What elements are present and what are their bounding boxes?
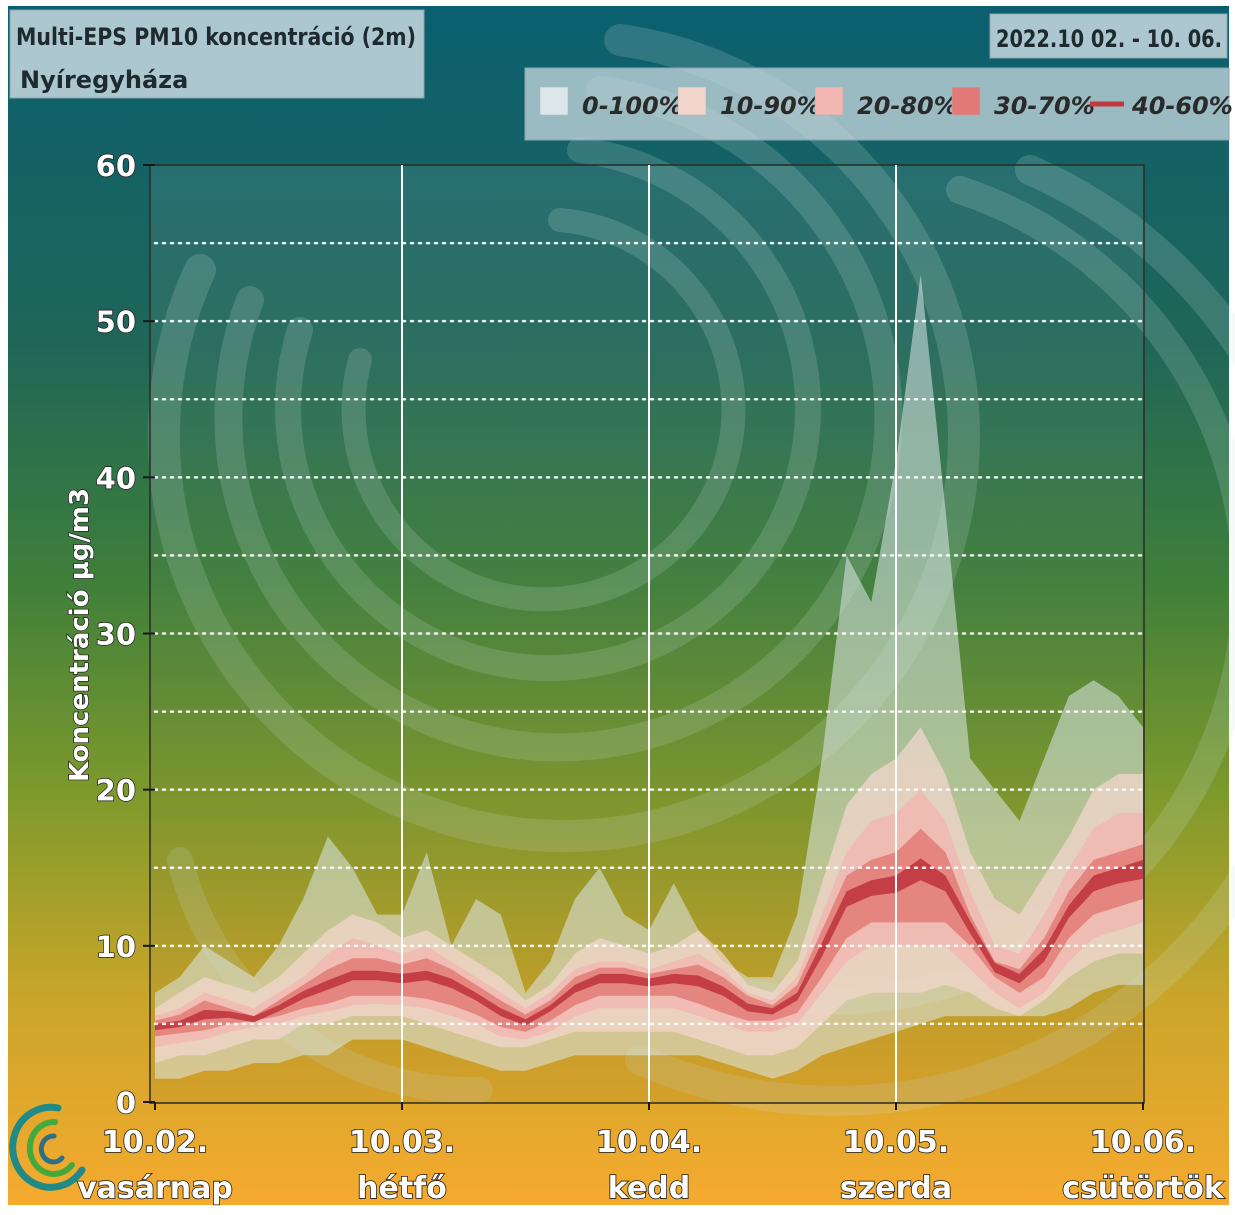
- location-label: Nyíregyháza: [20, 66, 188, 94]
- y-tick-label: 60: [96, 149, 136, 183]
- y-tick-label: 30: [96, 618, 136, 652]
- x-tick-day: kedd: [608, 1171, 690, 1206]
- y-tick-label: 0: [116, 1086, 136, 1120]
- y-tick-label: 20: [96, 774, 136, 808]
- y-axis: 0 10 20 30 40 50 60: [95, 148, 155, 1121]
- y-tick-label: 50: [96, 305, 136, 339]
- x-tick-day: hétfő: [357, 1171, 447, 1206]
- x-tick-day: vasárnap: [77, 1171, 233, 1206]
- x-tick-day: szerda: [840, 1171, 952, 1206]
- legend-swatch: [677, 86, 707, 116]
- logo: [9, 1103, 86, 1191]
- x-tick-date: 10.05.: [843, 1125, 949, 1160]
- legend-label: 20-80%: [857, 92, 958, 120]
- legend-label: 0-100%: [582, 92, 683, 120]
- date-range: 2022.10 02. - 10. 06.: [996, 25, 1222, 53]
- legend-swatch: [951, 86, 981, 116]
- x-axis: 10.02. vasárnap 10.03. hétfő 10.04. kedd 10.05…: [76, 1102, 1226, 1207]
- legend-label: 40-60%: [1131, 92, 1233, 120]
- legend-label: 30-70%: [994, 92, 1095, 120]
- x-tick-date: 10.04.: [596, 1125, 702, 1160]
- y-tick-label: 10: [96, 930, 136, 964]
- grid-lines: [153, 165, 1145, 1102]
- title-box: [9, 9, 425, 99]
- x-tick-day: csütörtök: [1062, 1171, 1225, 1206]
- legend-label: 10-90%: [720, 92, 821, 120]
- y-axis-label: Koncentráció µg/m3: [65, 488, 95, 782]
- x-tick-date: 10.02.: [102, 1125, 208, 1160]
- chart-title: Multi-EPS PM10 koncentráció (2m): [16, 23, 416, 51]
- y-tick-label: 40: [96, 461, 136, 495]
- date-range-box: [989, 13, 1228, 59]
- x-tick-date: 10.03.: [349, 1125, 455, 1160]
- x-tick-date: 10.06.: [1090, 1125, 1196, 1160]
- legend-swatch: [539, 86, 569, 116]
- legend-swatch: [814, 86, 844, 116]
- legend: 0-100% 10-90% 20-80% 30-70% 40-60%: [539, 86, 1233, 120]
